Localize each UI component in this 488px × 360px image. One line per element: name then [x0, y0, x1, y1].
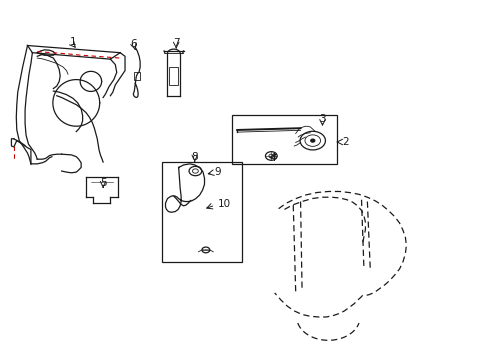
Text: 9: 9 [214, 167, 221, 177]
Text: 5: 5 [100, 178, 106, 188]
Bar [161, 162, 242, 262]
Text: 10: 10 [217, 199, 230, 209]
Text: 1: 1 [69, 37, 76, 47]
Text: 6: 6 [130, 40, 136, 49]
Text: 7: 7 [173, 38, 179, 48]
Text: 8: 8 [191, 152, 198, 162]
Text: 3: 3 [319, 114, 325, 124]
Text: 2: 2 [341, 137, 348, 147]
Text: 4: 4 [269, 153, 276, 163]
Bar [232, 116, 336, 164]
Bar [134, 72, 140, 80]
Bar [169, 67, 178, 85]
Circle shape [310, 139, 314, 142]
